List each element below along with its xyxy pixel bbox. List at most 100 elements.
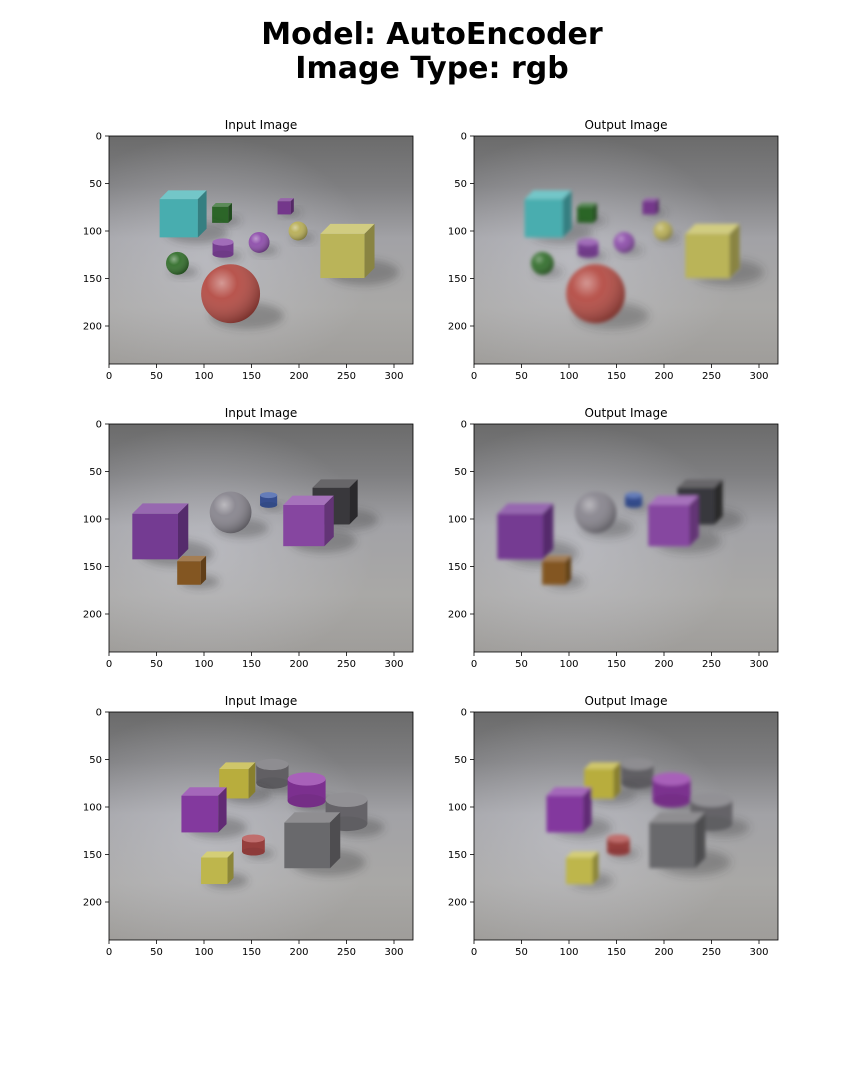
image-panel-6: Output Image 0 50 100 150 200 250 300 0 50 100 150 2… [448, 694, 779, 958]
sphere-highlight [201, 264, 261, 324]
cube-object [642, 198, 659, 215]
y-tick-label: 200 [448, 898, 467, 909]
x-tick-label: 200 [654, 947, 673, 958]
cylinder-object [652, 772, 691, 808]
figure-title-line1: Model: AutoEncoder [261, 17, 603, 52]
y-tick-label: 150 [448, 850, 467, 861]
x-tick-label: 150 [242, 947, 261, 958]
cube-object [283, 495, 334, 547]
cylinder-object [212, 238, 234, 258]
x-tick-label: 300 [384, 371, 403, 382]
sphere-highlight [209, 491, 252, 534]
panel-title: Output Image [584, 406, 667, 420]
y-tick-label: 0 [461, 420, 467, 431]
x-tick-label: 200 [654, 659, 673, 670]
cylinder-object [621, 758, 654, 789]
image-panel-2: Output Image 0 50 100 150 200 250 300 0 50 100 150 2… [448, 118, 779, 382]
panel-title: Input Image [225, 694, 297, 708]
sphere-highlight [613, 231, 635, 253]
y-tick-label: 50 [454, 467, 467, 478]
y-tick-label: 200 [83, 898, 102, 909]
x-tick-label: 50 [515, 371, 528, 382]
y-tick-label: 150 [448, 562, 467, 573]
cube-object [577, 203, 597, 223]
sphere-highlight [248, 231, 270, 253]
x-tick-label: 200 [289, 371, 308, 382]
panel-image [474, 424, 778, 652]
axes-frame [473, 135, 779, 365]
cube-object [566, 851, 599, 885]
x-tick-label: 100 [559, 947, 578, 958]
x-tick-label: 150 [242, 371, 261, 382]
x-tick-label: 0 [106, 947, 112, 958]
axes-frame [108, 711, 414, 941]
y-tick-label: 100 [448, 803, 467, 814]
x-tick-label: 50 [150, 659, 163, 670]
axes-frame [108, 135, 414, 365]
x-tick-label: 0 [471, 371, 477, 382]
y-tick-label: 0 [96, 708, 102, 719]
cube-object [648, 495, 699, 547]
x-tick-label: 150 [242, 659, 261, 670]
figure-title: Model: AutoEncoder Image Type: rgb [0, 18, 864, 86]
x-tick-label: 250 [702, 371, 721, 382]
x-tick-label: 50 [515, 659, 528, 670]
cylinder-object [242, 834, 265, 856]
x-tick-label: 0 [106, 371, 112, 382]
panel-title: Input Image [225, 118, 297, 132]
axes-frame [473, 711, 779, 941]
image-panel-5: Input Image 0 50 100 150 200 250 300 0 50 100 150 20… [83, 694, 414, 958]
cube-object [201, 851, 234, 885]
panel-title: Input Image [225, 406, 297, 420]
x-tick-label: 100 [559, 371, 578, 382]
y-tick-label: 0 [96, 420, 102, 431]
x-tick-label: 300 [749, 659, 768, 670]
panel-image [474, 136, 778, 364]
y-tick-label: 200 [83, 322, 102, 333]
image-panel-4: Output Image 0 50 100 150 200 250 300 0 50 100 150 2… [448, 406, 779, 670]
x-tick-label: 50 [150, 371, 163, 382]
x-tick-label: 250 [337, 659, 356, 670]
sphere-highlight [531, 251, 554, 275]
cube-object [649, 812, 706, 869]
sphere-highlight [653, 221, 673, 241]
y-tick-label: 50 [89, 179, 102, 190]
cylinder-object [256, 758, 289, 789]
panel-image [109, 712, 413, 940]
y-tick-label: 0 [96, 132, 102, 143]
panel-image [109, 424, 413, 652]
x-tick-label: 200 [654, 371, 673, 382]
cube-object [685, 223, 740, 279]
cylinder-object [577, 238, 599, 258]
x-tick-label: 250 [337, 947, 356, 958]
y-tick-label: 100 [83, 227, 102, 238]
image-panel-1: Input Image 0 50 100 150 200 250 300 0 50 100 150 20… [83, 118, 414, 382]
x-tick-label: 300 [384, 659, 403, 670]
cube-object [132, 503, 189, 560]
x-tick-label: 100 [559, 659, 578, 670]
x-tick-label: 300 [749, 947, 768, 958]
cube-object [277, 198, 294, 215]
cylinder-object [287, 772, 326, 808]
cube-object [497, 503, 554, 560]
cylinder-object [260, 492, 278, 508]
x-tick-label: 100 [194, 659, 213, 670]
y-tick-label: 200 [448, 610, 467, 621]
y-tick-label: 200 [448, 322, 467, 333]
y-tick-label: 50 [454, 179, 467, 190]
y-tick-label: 50 [89, 755, 102, 766]
figure-title-line2: Image Type: rgb [295, 51, 569, 86]
x-tick-label: 100 [194, 371, 213, 382]
sphere-highlight [566, 264, 626, 324]
cylinder-object [325, 792, 368, 832]
y-tick-label: 150 [83, 850, 102, 861]
x-tick-label: 50 [515, 947, 528, 958]
image-panel-3: Input Image 0 50 100 150 200 250 300 0 50 100 150 20… [83, 406, 414, 670]
x-tick-label: 0 [471, 947, 477, 958]
cylinder-object [607, 834, 630, 856]
x-tick-label: 200 [289, 659, 308, 670]
y-tick-label: 50 [89, 467, 102, 478]
x-tick-label: 0 [106, 659, 112, 670]
cylinder-object [625, 492, 643, 508]
